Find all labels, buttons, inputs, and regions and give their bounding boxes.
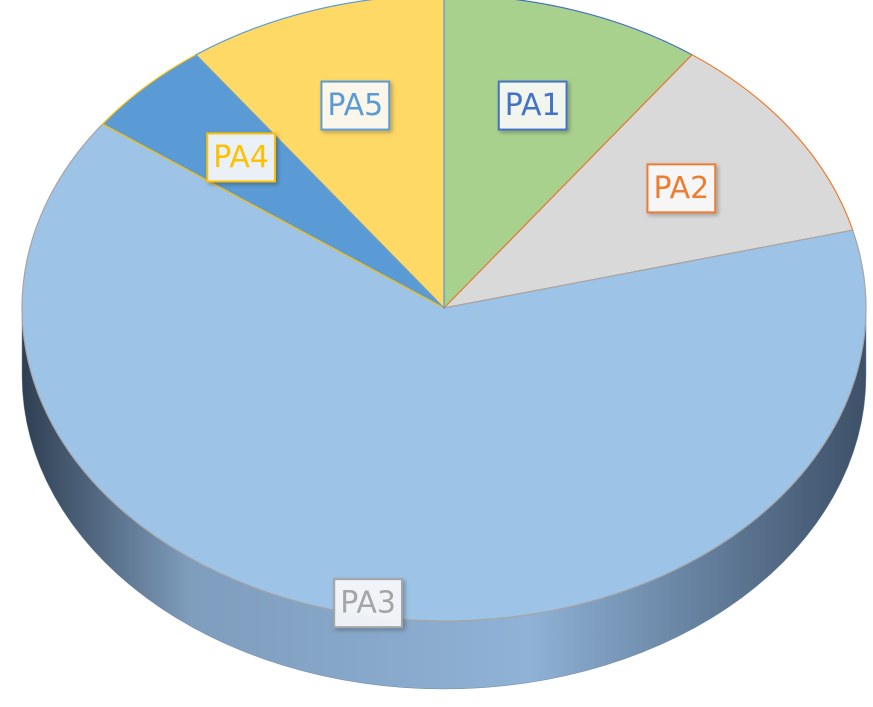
data-label-box [646,163,717,214]
data-label: PA1 [497,80,568,131]
data-label: PA3 [333,578,403,629]
pie-slice [443,0,694,310]
data-label: PA4 [206,132,276,183]
data-label: PA2 [646,163,717,214]
data-label-text: PA4 [213,140,269,175]
data-label-box [320,80,391,131]
pie-slice [194,0,445,310]
data-label-text: PA1 [505,88,561,123]
data-label-text: PA5 [327,88,383,123]
data-label-box [206,132,276,183]
data-label-text: PA3 [340,586,396,621]
data-label-box [333,578,403,629]
data-label: PA5 [320,80,391,131]
data-label-box [497,80,568,131]
data-label-text: PA2 [653,171,709,206]
